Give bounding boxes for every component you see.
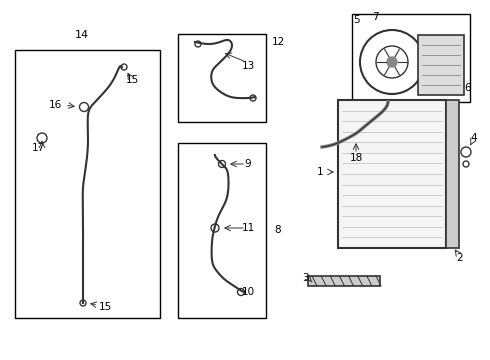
Text: 10: 10 — [242, 287, 255, 297]
Text: 7: 7 — [372, 12, 378, 22]
Text: 1: 1 — [317, 167, 323, 177]
Bar — [178, 34, 266, 122]
Text: 13: 13 — [242, 61, 255, 71]
Bar — [15, 50, 160, 318]
Text: 12: 12 — [271, 37, 285, 47]
FancyBboxPatch shape — [308, 276, 380, 286]
Text: 6: 6 — [465, 83, 471, 93]
Text: 15: 15 — [98, 302, 112, 312]
Bar — [446, 100, 459, 248]
Text: 5: 5 — [354, 15, 360, 25]
Text: 17: 17 — [31, 143, 45, 153]
Circle shape — [387, 57, 397, 67]
Text: 14: 14 — [75, 30, 89, 40]
Text: 8: 8 — [275, 225, 281, 235]
Bar — [418, 35, 464, 95]
Text: 18: 18 — [349, 153, 363, 163]
Text: 2: 2 — [457, 253, 464, 263]
Text: 3: 3 — [302, 273, 308, 283]
Bar — [338, 100, 446, 248]
Text: 11: 11 — [242, 223, 255, 233]
Text: 16: 16 — [49, 100, 62, 110]
Bar — [352, 14, 470, 102]
Text: 9: 9 — [245, 159, 251, 169]
Text: 15: 15 — [125, 75, 139, 85]
Bar — [178, 143, 266, 318]
Text: 4: 4 — [471, 133, 477, 143]
